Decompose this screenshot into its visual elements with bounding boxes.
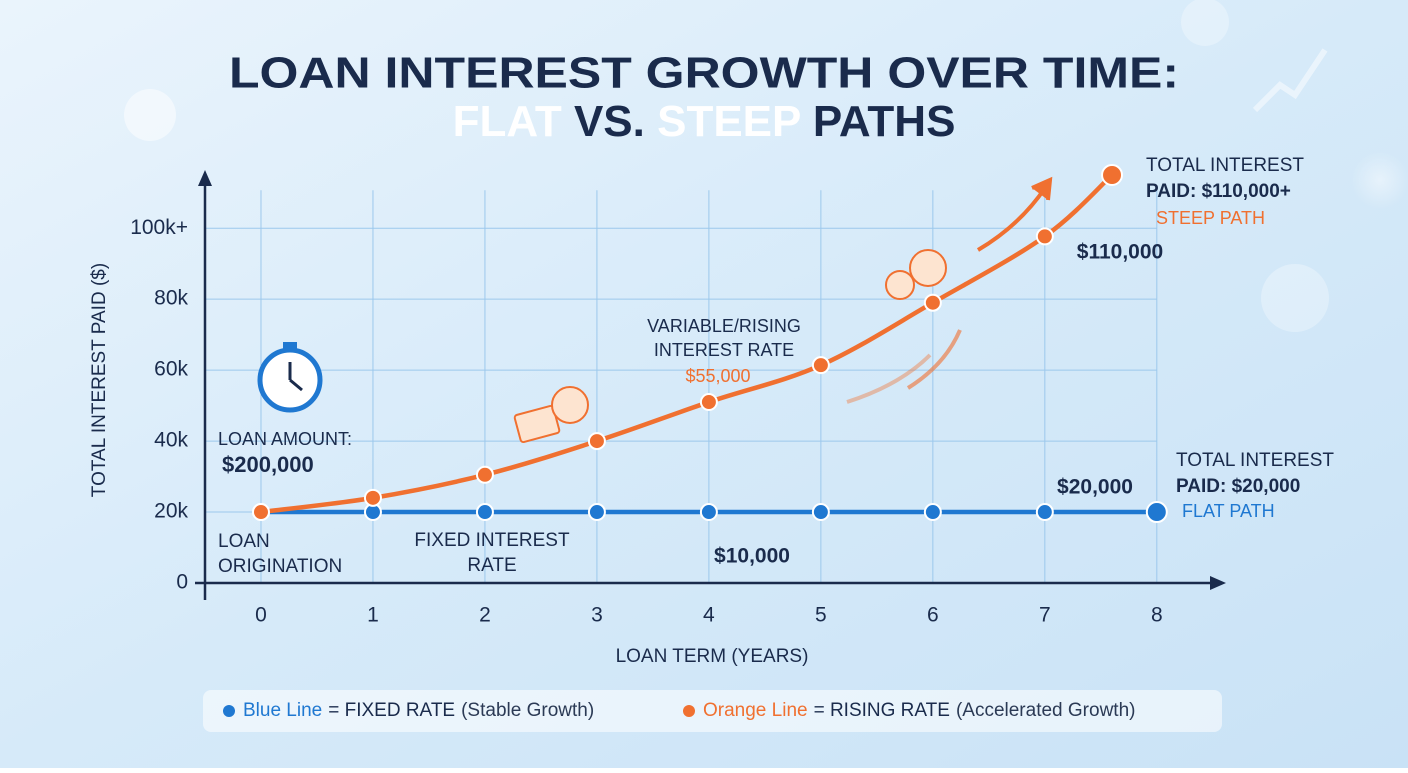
data-point — [363, 488, 382, 507]
x-axis-label: LOAN TERM (YEARS) — [616, 646, 809, 667]
data-point — [811, 356, 830, 375]
data-point — [1035, 227, 1054, 246]
subtitle-word: PATHS — [813, 97, 956, 146]
annotation: RATE — [467, 555, 516, 576]
annotation: $55,000 — [685, 366, 750, 386]
annotation: LOAN — [218, 531, 270, 552]
annotation: $110,000 — [1077, 241, 1163, 264]
annotation: TOTAL INTEREST — [1176, 450, 1334, 471]
legend-swatch — [223, 705, 235, 717]
annotation: PAID: $110,000+ — [1146, 181, 1291, 202]
data-point — [251, 503, 270, 522]
annotation: LOAN AMOUNT: — [218, 429, 352, 449]
legend-name: Blue Line — [243, 700, 322, 721]
chart-title: LOAN INTEREST GROWTH OVER TIME: — [229, 49, 1179, 98]
annotation: INTEREST RATE — [654, 340, 794, 360]
legend-note: (Stable Growth) — [461, 700, 594, 721]
annotation: PAID: $20,000 — [1176, 476, 1300, 497]
data-point — [475, 503, 494, 522]
trend-arrows — [846, 176, 1053, 404]
x-tick-label: 2 — [479, 604, 491, 627]
stopwatch-icon — [257, 342, 323, 413]
annotation: VARIABLE/RISING — [647, 316, 801, 336]
data-point — [699, 503, 718, 522]
x-tick-label: 6 — [927, 604, 939, 627]
x-tick-label: 7 — [1039, 604, 1051, 627]
x-tick-label: 4 — [703, 604, 715, 627]
y-tick-label: 0 — [176, 571, 188, 594]
data-point — [587, 432, 606, 451]
annotation: TOTAL INTEREST — [1146, 155, 1304, 176]
legend-note: (Accelerated Growth) — [956, 700, 1136, 721]
data-point — [699, 393, 718, 412]
plot — [251, 164, 1168, 524]
legend-swatch — [683, 705, 695, 717]
x-tick-label: 0 — [255, 604, 267, 627]
x-tick-label: 3 — [591, 604, 603, 627]
y-tick-label: 40k — [154, 429, 188, 452]
y-tick-label: 20k — [154, 500, 188, 523]
y-tick-label: 100k+ — [130, 216, 188, 239]
legend — [203, 690, 1222, 732]
y-axis-label: TOTAL INTEREST PAID ($) — [89, 263, 110, 497]
annotation: STEEP PATH — [1156, 208, 1265, 228]
chart-subtitle: FLAT VS. STEEP PATHS — [453, 97, 956, 146]
annotations: LOAN AMOUNT: $200,000 LOAN ORIGINATION FIXED… — [218, 155, 1334, 577]
y-tick-label: 60k — [154, 358, 188, 381]
annotation: ORIGINATION — [218, 556, 342, 577]
data-point — [923, 503, 942, 522]
x-tick-label: 8 — [1151, 604, 1163, 627]
subtitle-word: VS. — [574, 97, 645, 146]
annotation: $200,000 — [222, 452, 314, 477]
data-point — [1035, 503, 1054, 522]
subtitle-word: STEEP — [657, 97, 800, 146]
legend-label: = FIXED RATE — [328, 700, 455, 721]
subtitle-word: FLAT — [453, 97, 562, 146]
x-axis-arrow — [1210, 576, 1226, 590]
data-point — [475, 465, 494, 484]
money-icons — [513, 249, 947, 444]
x-tick-label: 1 — [367, 604, 379, 627]
y-tick-label: 80k — [154, 287, 188, 310]
legend-label: = RISING RATE — [814, 700, 950, 721]
annotation: $10,000 — [714, 545, 790, 568]
legend-name: Orange Line — [703, 700, 808, 721]
y-axis-arrow — [198, 170, 212, 186]
legend-items: Blue Line = FIXED RATE (Stable Growth) Oran… — [223, 700, 1135, 721]
data-point — [1145, 501, 1168, 524]
legend-entry: Orange Line = RISING RATE (Accelerated Gro… — [703, 700, 1135, 721]
data-point — [811, 503, 830, 522]
decor — [124, 0, 1408, 332]
data-point — [587, 503, 606, 522]
x-tick-label: 5 — [815, 604, 827, 627]
annotation: FLAT PATH — [1182, 501, 1275, 521]
legend-entry: Blue Line = FIXED RATE (Stable Growth) — [243, 700, 594, 721]
data-point — [1101, 164, 1124, 186]
annotation: $20,000 — [1057, 476, 1133, 499]
annotation: FIXED INTEREST — [414, 530, 570, 551]
data-point — [923, 293, 942, 312]
